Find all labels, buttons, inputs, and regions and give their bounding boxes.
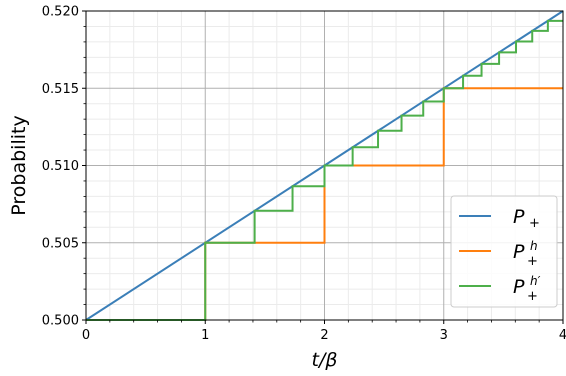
legend-box — [450, 195, 558, 308]
axis-ticks: 0 1 2 3 4 0.500 0.505 0.510 0.515 0.520 — [42, 5, 566, 344]
y-tick-label: 0.515 — [42, 82, 79, 97]
series-lines — [85, 10, 564, 321]
x-axis-label: t/β — [312, 349, 338, 371]
x-tick-label: 2 — [320, 328, 328, 343]
x-tick-label: 1 — [201, 328, 209, 343]
legend-entry-label: P + — [513, 206, 540, 231]
y-tick-label: 0.505 — [42, 236, 79, 251]
series-line-3 — [86, 19, 563, 321]
y-tick-label: 0.500 — [42, 314, 79, 329]
x-tick-label: 3 — [440, 328, 448, 343]
x-tick-label: 4 — [559, 328, 566, 343]
y-axis-label: Probability — [8, 115, 30, 215]
x-tick-label: 0 — [82, 328, 90, 343]
y-tick-label: 0.510 — [42, 159, 79, 174]
y-tick-label: 0.520 — [42, 5, 79, 20]
legend: P + P h + P h′ + — [450, 195, 558, 308]
